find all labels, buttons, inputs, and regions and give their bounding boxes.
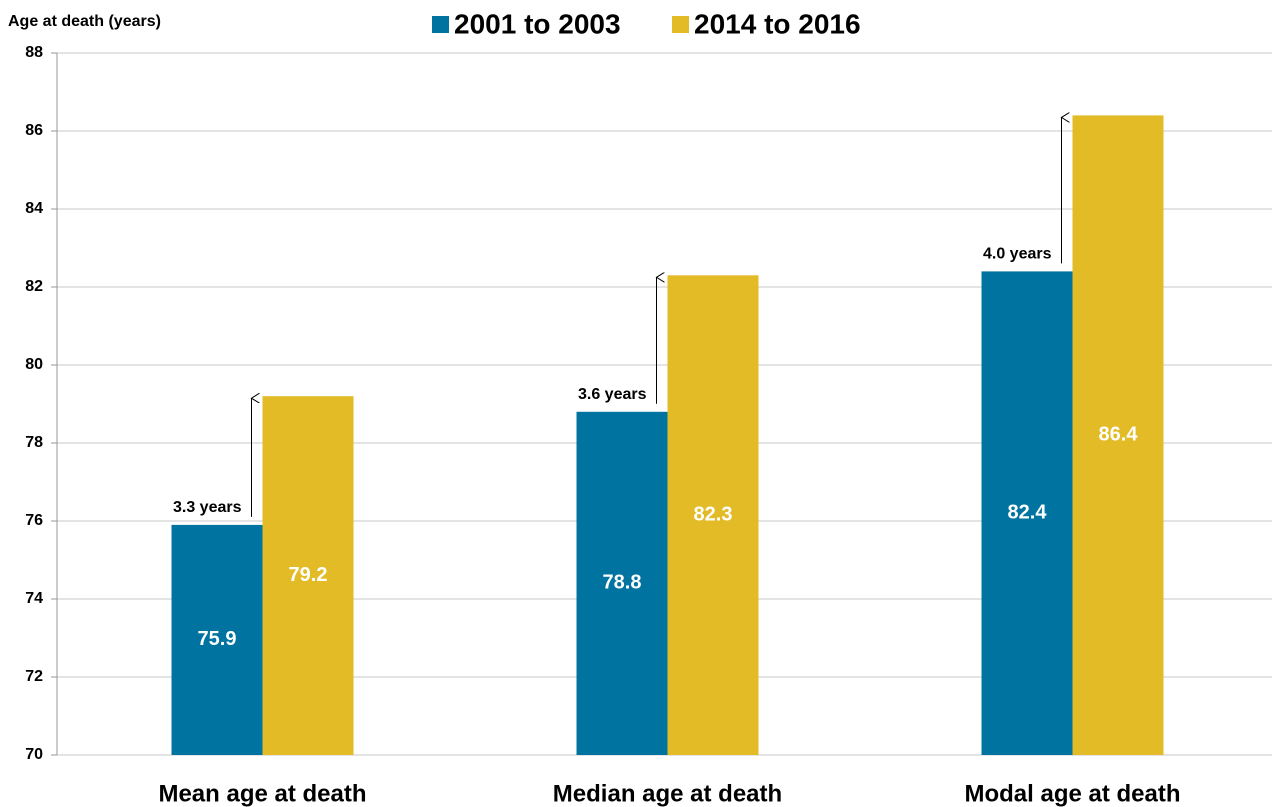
y-axis-label: Age at death (years) bbox=[8, 13, 161, 30]
bar bbox=[262, 396, 354, 755]
y-tick-label: 78 bbox=[25, 434, 43, 451]
y-tick-label: 88 bbox=[25, 44, 43, 61]
data-label: 82.3 bbox=[694, 503, 733, 525]
annotation: 3.3 years bbox=[173, 499, 242, 516]
x-tick-label: Modal age at death bbox=[964, 780, 1180, 807]
y-tick-label: 80 bbox=[25, 356, 43, 373]
bar bbox=[171, 524, 263, 755]
bar bbox=[667, 275, 759, 755]
legend-swatch bbox=[432, 16, 449, 33]
y-tick-label: 76 bbox=[25, 512, 43, 529]
y-tick-label: 72 bbox=[25, 668, 43, 685]
bar bbox=[576, 411, 668, 755]
legend-label: 2001 to 2003 bbox=[454, 8, 621, 39]
x-tick-label: Median age at death bbox=[553, 780, 782, 807]
bar bbox=[1072, 115, 1164, 755]
bar bbox=[981, 271, 1073, 755]
y-tick-label: 84 bbox=[25, 200, 43, 217]
data-label: 82.4 bbox=[1008, 501, 1048, 523]
y-tick-label: 82 bbox=[25, 278, 43, 295]
legend-swatch bbox=[672, 16, 689, 33]
y-tick-label: 86 bbox=[25, 122, 43, 139]
data-label: 75.9 bbox=[198, 628, 237, 650]
data-label: 78.8 bbox=[603, 572, 642, 594]
x-tick-label: Mean age at death bbox=[158, 780, 366, 807]
annotation: 3.6 years bbox=[578, 386, 647, 403]
y-tick-label: 70 bbox=[25, 746, 43, 763]
y-tick-label: 74 bbox=[25, 590, 43, 607]
data-label: 86.4 bbox=[1099, 423, 1139, 445]
annotation: 4.0 years bbox=[983, 246, 1052, 263]
legend-label: 2014 to 2016 bbox=[694, 8, 861, 39]
data-label: 79.2 bbox=[289, 564, 328, 586]
